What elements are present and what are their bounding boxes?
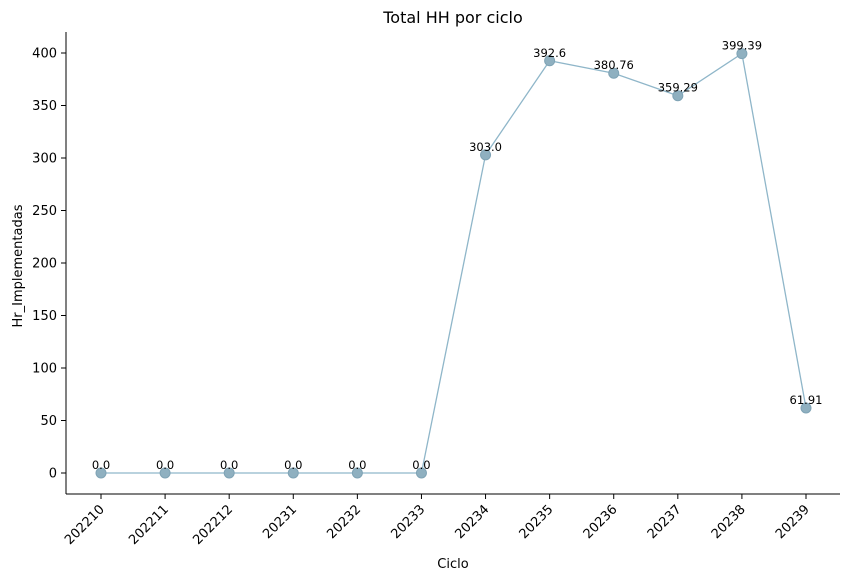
x-tick-label: 20232: [324, 502, 364, 542]
x-tick-label: 20235: [517, 502, 557, 542]
data-label: 0.0: [412, 458, 430, 472]
data-point: [672, 90, 684, 102]
x-tick-label: 20234: [453, 502, 493, 542]
x-tick-label: 202210: [62, 502, 108, 548]
data-label: 0.0: [156, 458, 174, 472]
y-tick-label: 150: [32, 309, 57, 324]
data-point: [95, 467, 107, 479]
y-tick-label: 350: [32, 99, 57, 114]
data-label: 0.0: [220, 458, 238, 472]
chart-title: Total HH por ciclo: [382, 8, 522, 27]
data-point: [351, 467, 363, 479]
y-tick-label: 0: [49, 467, 57, 482]
data-point: [287, 467, 299, 479]
data-point: [415, 467, 427, 479]
data-label: 392.6: [533, 46, 566, 60]
x-tick-label: 20236: [581, 502, 621, 542]
y-axis-label: Hr_Implementadas: [11, 204, 26, 327]
data-point: [159, 467, 171, 479]
data-label: 359.29: [658, 81, 698, 95]
y-tick-label: 300: [32, 152, 57, 167]
data-point: [480, 149, 492, 161]
y-tick-label: 250: [32, 204, 57, 219]
x-tick-label: 20237: [645, 502, 685, 542]
data-label: 380.76: [594, 58, 634, 72]
data-label: 303.0: [469, 140, 502, 154]
data-label: 61.91: [790, 393, 823, 407]
x-tick-label: 202211: [126, 502, 172, 548]
series: 0.0 0.0 0.0 0.0 0.0 0.0 303.0 392.6 380.76 359.29…: [92, 39, 823, 479]
y-tick-label: 50: [40, 414, 57, 429]
data-point: [223, 467, 235, 479]
data-label: 399.39: [722, 39, 762, 53]
y-tick-label: 200: [32, 257, 57, 272]
series-line: [101, 52, 807, 474]
axes: 0 50 100 150 200 250 300 350 400 202210 202211 2022…: [32, 32, 840, 548]
data-label: 0.0: [284, 458, 302, 472]
data-point: [736, 48, 748, 60]
x-tick-label: 20238: [709, 502, 749, 542]
data-point: [608, 67, 620, 79]
x-tick-label: 202212: [190, 502, 236, 548]
data-label: 0.0: [348, 458, 366, 472]
y-tick-label: 400: [32, 47, 57, 62]
data-label: 0.0: [92, 458, 110, 472]
data-point: [544, 55, 556, 67]
x-tick-label: 20231: [260, 502, 300, 542]
y-tick-label: 100: [32, 362, 57, 377]
x-tick-label: 20239: [773, 502, 813, 542]
x-axis-label: Ciclo: [437, 557, 468, 572]
x-tick-label: 20233: [388, 502, 428, 542]
data-point: [800, 402, 812, 414]
